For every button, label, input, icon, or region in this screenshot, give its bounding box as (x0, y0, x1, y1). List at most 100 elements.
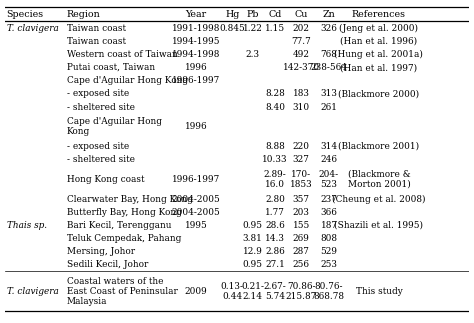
Text: 1994-1998: 1994-1998 (172, 50, 220, 59)
Text: 155: 155 (292, 221, 310, 230)
Text: 314: 314 (320, 142, 337, 151)
Text: (Han et al. 1996): (Han et al. 1996) (340, 37, 418, 46)
Text: 2004-2005: 2004-2005 (172, 194, 220, 203)
Text: (Han et al. 1997): (Han et al. 1997) (340, 63, 418, 72)
Text: 2009: 2009 (184, 287, 207, 296)
Text: 0.845: 0.845 (219, 24, 245, 33)
Text: 1.15: 1.15 (265, 24, 285, 33)
Text: Coastal waters of the
East Coast of Peninsular
Malaysia: Coastal waters of the East Coast of Peni… (67, 276, 178, 306)
Text: Taiwan coast: Taiwan coast (67, 24, 126, 33)
Text: 1996-1997: 1996-1997 (172, 76, 220, 85)
Text: Hong Kong coast: Hong Kong coast (67, 175, 145, 184)
Text: 327: 327 (292, 155, 310, 164)
Text: 204-
523: 204- 523 (319, 170, 339, 189)
Text: 253: 253 (320, 260, 337, 269)
Text: 3.81: 3.81 (243, 234, 263, 243)
Text: - exposed site: - exposed site (67, 142, 129, 151)
Text: 2.67-
5.74: 2.67- 5.74 (264, 282, 286, 301)
Text: 80.76-
868.78: 80.76- 868.78 (313, 282, 345, 301)
Text: This study: This study (356, 287, 402, 296)
Text: 256: 256 (292, 260, 310, 269)
Text: Teluk Cempedak, Pahang: Teluk Cempedak, Pahang (67, 234, 182, 243)
Text: (Blackmore 2001): (Blackmore 2001) (338, 142, 419, 151)
Text: (Blackmore &
Morton 2001): (Blackmore & Morton 2001) (347, 170, 410, 189)
Text: 202: 202 (292, 24, 310, 33)
Text: 8.28: 8.28 (265, 89, 285, 98)
Text: 313: 313 (320, 89, 337, 98)
Text: T. clavigera: T. clavigera (7, 287, 58, 296)
Text: (Shazili et al. 1995): (Shazili et al. 1995) (335, 221, 423, 230)
Text: Year: Year (185, 10, 207, 19)
Text: 203: 203 (292, 208, 310, 217)
Text: Mersing, Johor: Mersing, Johor (67, 247, 135, 256)
Text: 310: 310 (292, 102, 310, 111)
Text: (Blackmore 2000): (Blackmore 2000) (338, 89, 419, 98)
Text: 357: 357 (292, 194, 310, 203)
Text: Clearwater Bay, Hong Kong: Clearwater Bay, Hong Kong (67, 194, 193, 203)
Text: (Hung et al. 2001a): (Hung et al. 2001a) (335, 50, 423, 59)
Text: 170-
1853: 170- 1853 (290, 170, 312, 189)
Text: 27.1: 27.1 (265, 260, 285, 269)
Text: 70.86-
215.87: 70.86- 215.87 (285, 282, 317, 301)
Text: - exposed site: - exposed site (67, 89, 129, 98)
Text: Taiwan coast: Taiwan coast (67, 37, 126, 46)
Text: 1996: 1996 (184, 63, 207, 72)
Text: 77.7: 77.7 (291, 37, 311, 46)
Text: 187: 187 (320, 221, 337, 230)
Text: - sheltered site: - sheltered site (67, 155, 135, 164)
Text: Hg: Hg (225, 10, 239, 19)
Text: 2004-2005: 2004-2005 (172, 208, 220, 217)
Text: 1994-1995: 1994-1995 (172, 37, 220, 46)
Text: 0.95: 0.95 (243, 221, 263, 230)
Text: 768: 768 (320, 50, 337, 59)
Text: T. clavigera: T. clavigera (7, 24, 58, 33)
Text: 2.3: 2.3 (246, 50, 260, 59)
Text: - sheltered site: - sheltered site (67, 102, 135, 111)
Text: 269: 269 (292, 234, 310, 243)
Text: 12.9: 12.9 (243, 247, 263, 256)
Text: References: References (352, 10, 406, 19)
Text: 2.80: 2.80 (265, 194, 285, 203)
Text: 326: 326 (320, 24, 337, 33)
Text: 1991-1998: 1991-1998 (172, 24, 220, 33)
Text: 10.33: 10.33 (262, 155, 288, 164)
Text: 529: 529 (320, 247, 337, 256)
Text: 287: 287 (292, 247, 310, 256)
Text: 0.13-
0.44: 0.13- 0.44 (221, 282, 244, 301)
Text: 8.88: 8.88 (265, 142, 285, 151)
Text: Cape d'Aguilar Hong Kong: Cape d'Aguilar Hong Kong (67, 76, 188, 85)
Text: Putai coast, Taiwan: Putai coast, Taiwan (67, 63, 155, 72)
Text: 2.89-
16.0: 2.89- 16.0 (264, 170, 286, 189)
Text: Region: Region (67, 10, 101, 19)
Text: 0.21-
2.14: 0.21- 2.14 (241, 282, 264, 301)
Text: Cu: Cu (294, 10, 308, 19)
Text: Sedili Kecil, Johor: Sedili Kecil, Johor (67, 260, 148, 269)
Text: 1996-1997: 1996-1997 (172, 175, 220, 184)
Text: 237: 237 (320, 194, 337, 203)
Text: Species: Species (7, 10, 44, 19)
Text: Bari Kecil, Terengganu: Bari Kecil, Terengganu (67, 221, 172, 230)
Text: 1995: 1995 (184, 221, 207, 230)
Text: 808: 808 (320, 234, 337, 243)
Text: Cd: Cd (268, 10, 282, 19)
Text: 28.6: 28.6 (265, 221, 285, 230)
Text: Cape d'Aguilar Hong
Kong: Cape d'Aguilar Hong Kong (67, 117, 162, 136)
Text: Pb: Pb (246, 10, 259, 19)
Text: 14.3: 14.3 (265, 234, 285, 243)
Text: 1.22: 1.22 (243, 24, 263, 33)
Text: 261: 261 (320, 102, 337, 111)
Text: 2.86: 2.86 (265, 247, 285, 256)
Text: 8.40: 8.40 (265, 102, 285, 111)
Text: (Jeng et al. 2000): (Jeng et al. 2000) (339, 24, 419, 33)
Text: 366: 366 (320, 208, 337, 217)
Text: 220: 220 (292, 142, 310, 151)
Text: 0.95: 0.95 (243, 260, 263, 269)
Text: 142-370: 142-370 (283, 63, 319, 72)
Text: 238-564: 238-564 (310, 63, 347, 72)
Text: 1996: 1996 (184, 122, 207, 131)
Text: 183: 183 (292, 89, 310, 98)
Text: Butterfly Bay, Hong Kong: Butterfly Bay, Hong Kong (67, 208, 182, 217)
Text: 1.77: 1.77 (265, 208, 285, 217)
Text: 246: 246 (320, 155, 337, 164)
Text: (Cheung et al. 2008): (Cheung et al. 2008) (332, 194, 426, 204)
